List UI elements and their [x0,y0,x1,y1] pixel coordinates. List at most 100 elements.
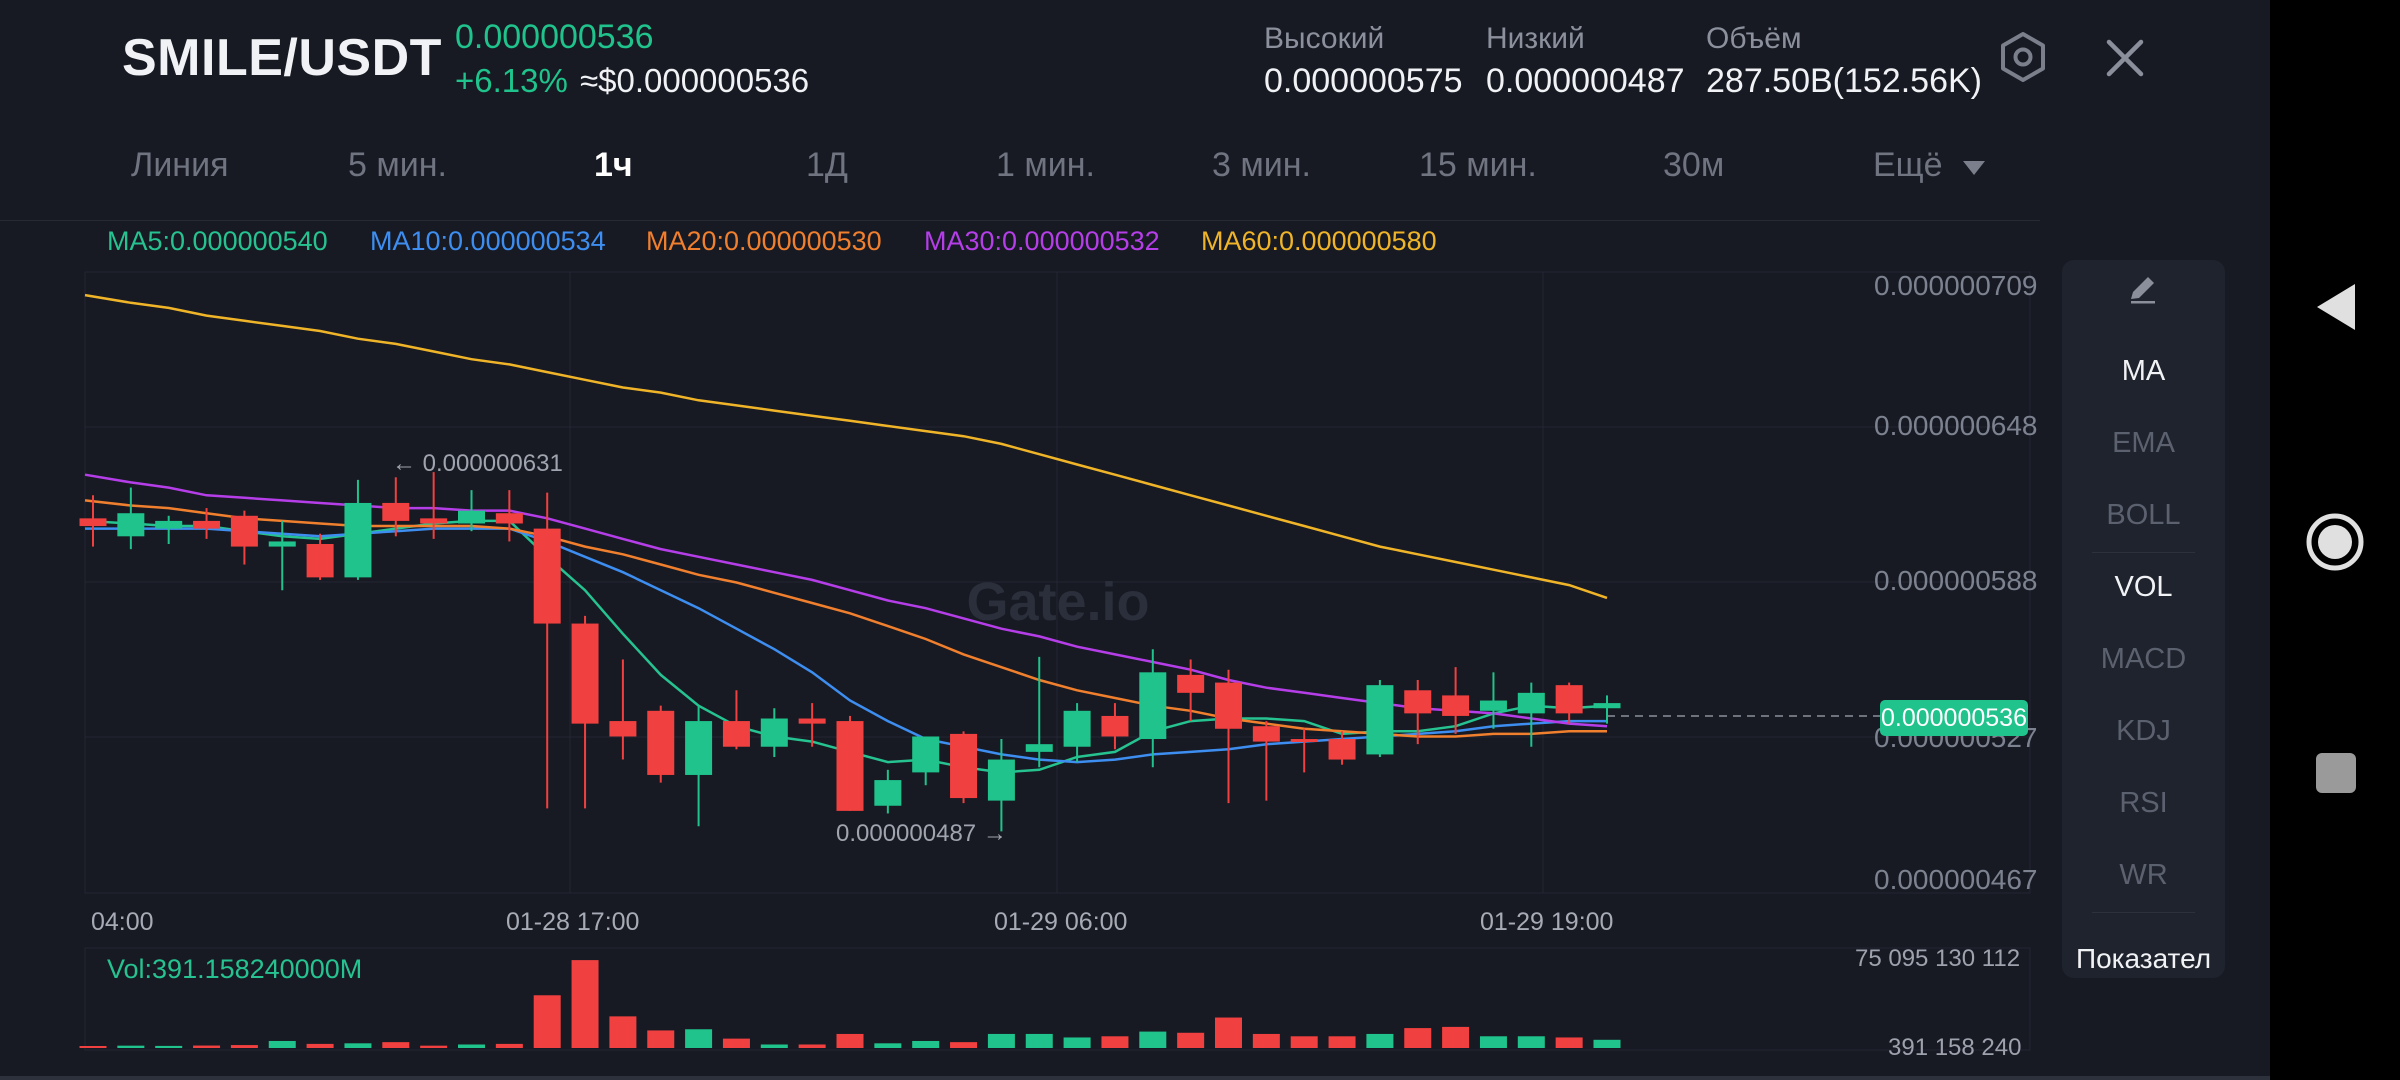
indicator-vol[interactable]: VOL [2114,571,2173,603]
x-tick-label: 01-29 06:00 [994,908,1128,936]
indicator-kdj[interactable]: KDJ [2116,715,2171,747]
volume-bar [1366,1033,1394,1048]
candle-body [912,736,940,773]
back-triangle-icon[interactable] [2315,282,2357,337]
candle-body [1366,685,1394,755]
volume-bar [230,1045,258,1048]
indicator-boll[interactable]: BOLL [2106,499,2181,531]
candle-body [1593,703,1621,709]
usd-price: ≈$0.000000536 [580,62,810,99]
candle-body [382,502,410,521]
volume-bars [79,960,1621,1048]
volume-bar [1555,1037,1583,1048]
y-tick-label: 0.000000467 [1874,864,2038,895]
candle-body [117,513,145,537]
min-price-marker: 0.000000487 → [836,820,1007,847]
candle-body [1063,710,1091,747]
max-price-marker: ← 0.000000631 [392,450,563,477]
hexagon-settings-icon[interactable] [1997,31,2057,91]
volume-bar [987,1033,1015,1048]
volume-bar [912,1040,940,1048]
trading-app: SMILE/USDT 0.000000536 +6.13% ≈$0.000000… [0,0,2270,1080]
volume-bar [155,1045,183,1048]
candle-body [1252,726,1280,742]
ma60-legend: MA60:0.000000580 [1201,226,1437,256]
volume-bar [1328,1036,1356,1048]
close-icon[interactable] [2105,38,2165,98]
tab-1d[interactable]: 1Д [806,146,848,184]
candle-body [950,733,978,799]
volume-bar [1063,1037,1091,1048]
tab-5min[interactable]: 5 мин. [348,146,447,184]
volume-bar [836,1033,864,1048]
candle-body [79,518,107,527]
low-value: 0.000000487 [1486,62,1685,100]
tab-1h[interactable]: 1ч [594,146,633,184]
tab-more[interactable]: Ещё [1873,146,1943,184]
volume-bar [571,960,599,1048]
candle-body [1215,682,1242,729]
volume-bar [950,1042,978,1048]
last-price: 0.000000536 [455,18,654,56]
volume-bar [722,1038,750,1048]
candle-body [1101,715,1129,737]
home-circle-icon[interactable] [2305,512,2365,577]
indicator-ema[interactable]: EMA [2112,427,2175,459]
pair-title[interactable]: SMILE/USDT [122,29,442,87]
candle-body [1479,700,1507,711]
volume-bar [117,1045,145,1048]
volume-bar [495,1043,523,1048]
candle-body [495,513,523,524]
indicator-wr[interactable]: WR [2119,859,2168,891]
volume-bar [1101,1036,1129,1048]
y-tick-label: 0.000000709 [1874,270,2038,301]
candle-body [1177,674,1205,693]
volume-bar [685,1029,713,1048]
candle-body [533,528,561,624]
volume-bar [1025,1033,1053,1048]
candle-body [1517,692,1545,714]
indicator-macd[interactable]: MACD [2100,643,2187,675]
ma30-legend: MA30:0.000000532 [924,226,1160,256]
candle-body [722,721,750,747]
tab-line[interactable]: Линия [131,146,229,184]
indicator-rsi[interactable]: RSI [2119,787,2168,819]
volume-bar [647,1030,675,1048]
candle-body [1139,672,1167,740]
candle-body [230,515,258,547]
volume-bar [1517,1036,1545,1048]
volume-bar [609,1016,637,1048]
indicator-panel: MA EMA BOLL VOL MACD KDJ RSI WR [2062,260,2225,978]
indicator-ma[interactable]: MA [2121,355,2166,387]
volume-bar [1177,1032,1205,1048]
candle-body [155,520,183,529]
x-tick-label: 04:00 [91,908,154,936]
ma5-legend: MA5:0.000000540 [107,226,328,256]
bottom-bar [0,1076,2270,1080]
candle-body [1404,690,1432,714]
recent-square-icon[interactable] [2315,752,2357,799]
volume-bar [1593,1039,1621,1048]
indicators-button[interactable]: Показател [2075,943,2212,974]
volume-bar [268,1040,296,1048]
candle-body [1025,744,1053,752]
candlestick-chart[interactable]: Gate.io [0,0,2270,1080]
candle-body [1290,739,1318,743]
tab-15min[interactable]: 15 мин. [1419,146,1537,184]
candle-body [1555,685,1583,714]
volume-legend: Vol:391.158240000M [107,954,363,984]
triangle-down-icon[interactable] [1962,160,1986,181]
high-value: 0.000000575 [1264,62,1463,100]
volume-bar [1139,1031,1167,1048]
candle-body [685,721,713,775]
candle-body [458,510,485,524]
tab-30m[interactable]: 30м [1663,146,1725,184]
tab-1min[interactable]: 1 мин. [996,146,1095,184]
pencil-icon[interactable] [2126,272,2160,311]
high-label: Высокий [1264,22,1385,55]
volume-bar [1479,1036,1507,1048]
tab-3min[interactable]: 3 мин. [1212,146,1311,184]
candle-body [571,623,599,724]
volume-bar [1252,1033,1280,1048]
volume-bar [760,1044,788,1048]
